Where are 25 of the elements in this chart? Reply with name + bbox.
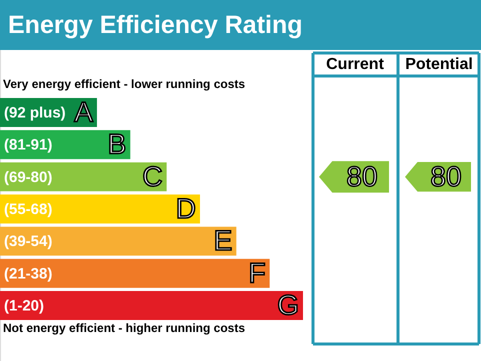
- y-tick-label: G: [277, 290, 299, 321]
- y-tick-label: F: [248, 257, 266, 288]
- chart-title: Energy Efficiency Rating: [8, 11, 303, 39]
- annotation: (81-91): [4, 136, 52, 154]
- text: 80: [346, 160, 378, 192]
- text: 80: [430, 160, 462, 192]
- y-tick-label: C: [142, 160, 163, 192]
- bar: [0, 258, 270, 288]
- y-tick-label: E: [214, 225, 232, 256]
- bar: [0, 194, 200, 224]
- y-tick-label: A: [74, 96, 94, 128]
- annotation: (21-38): [4, 265, 52, 282]
- annotation: Not energy efficient - higher running costs: [3, 321, 246, 335]
- annotation: (39-54): [4, 233, 52, 250]
- annotation: (92 plus): [4, 104, 66, 122]
- bar: [0, 291, 303, 320]
- y-tick-label: D: [176, 193, 196, 224]
- annotation: (1-20): [4, 298, 44, 315]
- bar: [0, 226, 236, 256]
- annotation: (55-68): [4, 201, 52, 218]
- text: Very energy efficient - lower running costs: [3, 77, 246, 91]
- annotation: (69-80): [4, 168, 52, 186]
- text: Potential: [405, 56, 473, 73]
- text: Current: [326, 56, 385, 73]
- y-tick-label: B: [108, 128, 126, 160]
